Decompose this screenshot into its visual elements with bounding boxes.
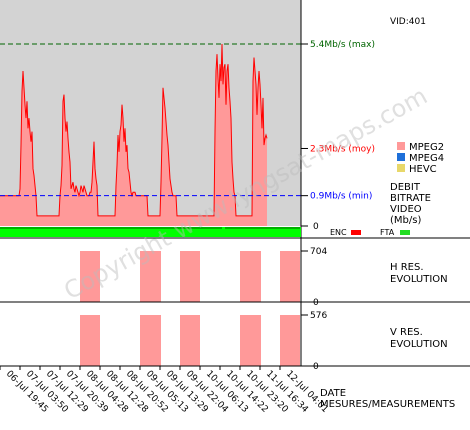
h-res-zero-label: 0 xyxy=(313,298,319,308)
bitrate-axis-label-line-1: DEBIT xyxy=(390,182,421,193)
bitrate-reference-lines: 5.4Mb/s (max) 2.3Mb/s (moy) 0.9Mb/s (min) 0 xyxy=(0,0,375,366)
v-res-max-label: 576 xyxy=(310,311,327,321)
h-res-plot: 704 0 H RES.EVOLUTION xyxy=(0,247,470,308)
reference-label-1: 2.3Mb/s (moy) xyxy=(310,144,375,154)
v-res-bar-0 xyxy=(80,315,100,366)
on-air-segment-0 xyxy=(0,227,222,229)
v-res-plot: 576 0 V RES.EVOLUTION xyxy=(0,311,470,372)
fta-swatch xyxy=(400,230,410,235)
x-axis-title-line-1: DATE xyxy=(320,388,346,399)
legend-swatch-hevc xyxy=(397,164,405,172)
legend-swatch-mpeg4 xyxy=(397,153,405,161)
bitrate-axis-label-line-4: (Mb/s) xyxy=(390,215,421,226)
h-res-bar-2 xyxy=(180,251,200,302)
bitrate-axis-label-line-2: BITRATE xyxy=(390,193,431,204)
x-axis-title-line-2: MESURES/MEASUREMENTS xyxy=(320,399,455,410)
v-res-bar-2 xyxy=(180,315,200,366)
mpeg2-bitrate-series xyxy=(0,43,268,226)
fta-label: FTA xyxy=(380,228,395,237)
channel-id-title: VID:401 xyxy=(390,17,426,27)
h-res-max-label: 704 xyxy=(310,247,327,257)
mpeg2-line xyxy=(0,43,268,217)
v-res-title-line-2: EVOLUTION xyxy=(390,339,448,350)
h-res-bar-0 xyxy=(80,251,100,302)
legend-label-mpeg4: MPEG4 xyxy=(409,153,444,164)
h-res-title-line-2: EVOLUTION xyxy=(390,274,448,285)
reference-label-2: 0.9Mb/s (min) xyxy=(310,192,372,202)
enc-label: ENC xyxy=(330,228,347,237)
legend-swatch-mpeg2 xyxy=(397,142,405,150)
legend-label-hevc: HEVC xyxy=(409,164,437,175)
bitrate-zero-label: 0 xyxy=(313,222,319,232)
reference-label-0: 5.4Mb/s (max) xyxy=(310,40,375,50)
legend-label-mpeg2: MPEG2 xyxy=(409,142,444,153)
on-air-segment-1 xyxy=(225,227,300,229)
bitrate-axis-label-line-3: VIDEO xyxy=(390,204,422,215)
v-res-bar-3 xyxy=(240,315,261,366)
fta-bar xyxy=(0,227,301,237)
v-res-zero-label: 0 xyxy=(313,362,319,372)
encryption-status-bar: ENC FTA xyxy=(0,227,470,239)
h-res-bar-1 xyxy=(140,251,161,302)
bitrate-plot-area xyxy=(0,0,301,226)
h-res-bar-3 xyxy=(240,251,261,302)
h-res-title-line-1: H RES. xyxy=(390,262,424,273)
v-res-bar-4 xyxy=(280,315,300,366)
enc-swatch xyxy=(351,230,361,235)
plot-background xyxy=(0,0,301,226)
v-res-title-line-1: V RES. xyxy=(390,327,423,338)
v-res-bar-1 xyxy=(140,315,161,366)
mpeg2-area xyxy=(0,44,267,226)
h-res-bar-4 xyxy=(280,251,300,302)
